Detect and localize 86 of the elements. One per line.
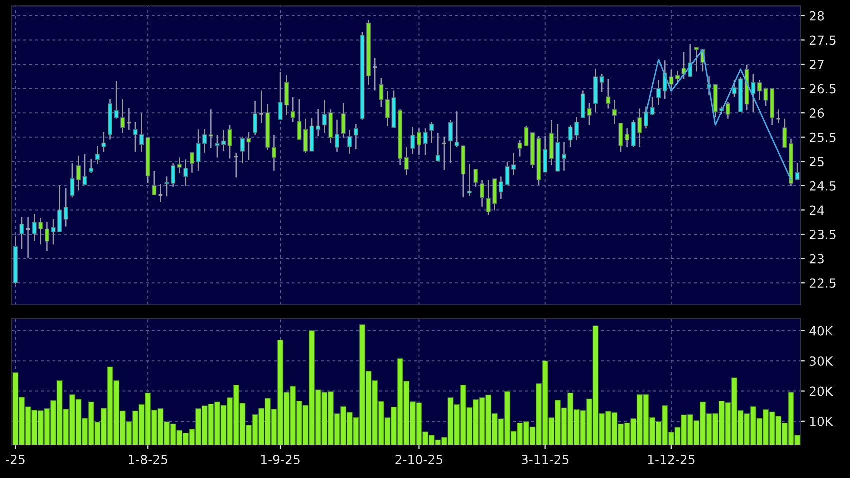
candlestick [625, 128, 630, 148]
candlestick [253, 100, 258, 136]
candlestick [782, 118, 788, 148]
y-tick-label: 10K [810, 416, 834, 426]
candlestick [606, 78, 611, 110]
candlestick [404, 146, 409, 176]
candlestick [20, 216, 24, 250]
candlestick [222, 130, 226, 152]
line-series [646, 49, 792, 181]
candlestick [644, 106, 648, 130]
candlestick [234, 152, 240, 178]
candlestick [416, 128, 422, 156]
x-tick-label: 3-11-25 [522, 454, 569, 464]
candlestick [600, 74, 604, 93]
x-tick-label: -25 [6, 454, 25, 464]
candlestick [190, 152, 194, 174]
y-tick-label: 24.5 [810, 181, 836, 191]
y-tick-label: 26.5 [810, 84, 836, 94]
candlestick [498, 176, 504, 200]
y-tick-label: 25.5 [810, 132, 836, 142]
y-tick-label: 28 [810, 11, 824, 21]
candlestick [303, 118, 308, 154]
candlestick [272, 134, 276, 172]
y-tick-label: 27 [810, 60, 824, 70]
candlestick [385, 90, 390, 127]
y-tick-label: 30K [810, 356, 834, 366]
candlestick [726, 102, 730, 120]
candlestick [140, 112, 144, 153]
candlestick [442, 136, 448, 172]
candlestick [258, 90, 264, 124]
y-tick-label: 25 [810, 157, 824, 167]
candlestick [133, 122, 138, 153]
candlestick [354, 124, 358, 150]
candlestick [177, 157, 182, 174]
candlestick [423, 128, 428, 156]
candlestick [290, 96, 296, 123]
candlestick [228, 124, 232, 160]
candlestick [776, 109, 782, 124]
candlestick [297, 98, 302, 140]
candlestick [102, 132, 106, 153]
candlestick [612, 100, 617, 125]
candlestick [512, 152, 516, 176]
candlestick [372, 58, 378, 92]
candlestick [562, 142, 566, 172]
y-tick-label: 24 [810, 206, 824, 215]
candlestick [208, 109, 214, 150]
candlestick [95, 145, 100, 165]
candlestick [64, 188, 68, 228]
candlestick [480, 179, 485, 208]
candlestick [505, 162, 510, 186]
x-tick-label: 1-12-25 [648, 454, 695, 464]
y-tick-label: 23.5 [810, 230, 836, 240]
candlestick [430, 122, 434, 144]
candlestick [410, 126, 416, 155]
candlestick [76, 155, 81, 192]
x-tick-label: 2-10-25 [396, 454, 443, 464]
candlestick [656, 80, 662, 106]
candlestick [335, 119, 340, 153]
candlestick [795, 162, 800, 181]
x-tick-label: 1-9-25 [261, 454, 300, 464]
y-tick-label: 20K [810, 386, 834, 396]
candlestick [348, 130, 352, 155]
candlestick [89, 158, 94, 174]
candlestick [70, 162, 75, 198]
candlestick [379, 77, 384, 108]
candlestick [152, 170, 157, 196]
y-tick-label: 22.5 [810, 278, 836, 288]
x-tick-label: 1-8-25 [129, 454, 168, 464]
candlestick [676, 70, 680, 85]
candlestick [184, 159, 188, 187]
y-tick-label: 26 [810, 108, 824, 118]
candlestick [474, 168, 478, 188]
candlestick [467, 163, 472, 197]
candlestick [757, 80, 762, 102]
candlestick [82, 154, 88, 186]
candlestick [215, 134, 220, 158]
candlestick [44, 221, 50, 252]
candlestick [650, 96, 655, 116]
y-tick-label: 40K [810, 326, 834, 336]
y-tick-label: 23 [810, 254, 824, 264]
candlestick [618, 122, 624, 153]
candlestick [436, 132, 440, 162]
candlestick [341, 102, 346, 138]
y-tick-label: 27.5 [810, 36, 836, 46]
candlestick [448, 120, 453, 164]
candlestick [284, 75, 290, 116]
